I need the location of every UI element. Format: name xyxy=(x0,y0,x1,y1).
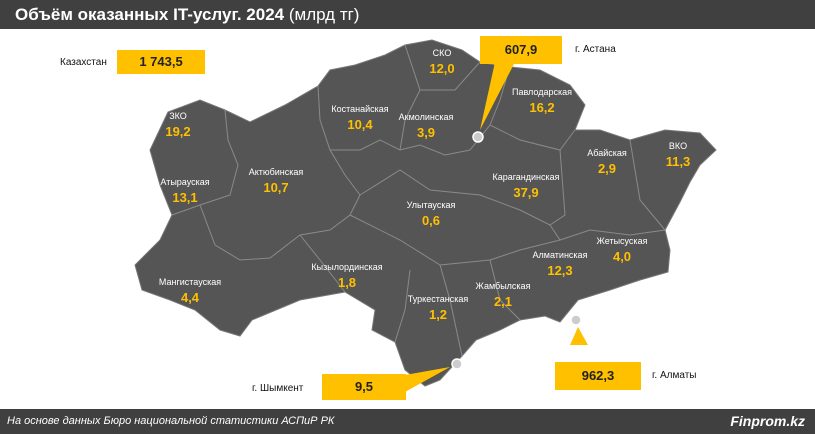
region-name: ЗКО xyxy=(169,111,187,121)
region-name: Павлодарская xyxy=(512,87,572,97)
region-value: 10,4 xyxy=(347,117,373,132)
region-name: Костанайская xyxy=(331,104,389,114)
astana-label: г. Астана xyxy=(575,44,616,55)
region-name: Карагандинская xyxy=(492,172,560,182)
almaty-value: 962,3 xyxy=(555,362,641,390)
region-value: 10,7 xyxy=(263,180,289,195)
region-kostanay: Костанайская 10,4 xyxy=(331,104,388,132)
region-value: 2,9 xyxy=(597,161,617,176)
region-borders xyxy=(171,44,666,357)
region-zko: ЗКО 19,2 xyxy=(165,111,190,139)
country-shape xyxy=(134,39,717,387)
region-zhambyl: Жамбылская 2,1 xyxy=(476,281,531,309)
region-name: Улытауская xyxy=(406,200,456,210)
region-value: 4,4 xyxy=(180,290,200,305)
shymkent-marker xyxy=(451,358,463,370)
region-name: Кызылординская xyxy=(311,262,383,272)
region-name: СКО xyxy=(432,48,452,58)
region-value: 13,1 xyxy=(172,190,198,205)
region-value: 19,2 xyxy=(165,124,191,139)
region-turkestan: Туркестанская 1,2 xyxy=(408,294,468,322)
title-unit: (млрд тг) xyxy=(288,5,360,24)
source-note: На основе данных Бюро национальной стати… xyxy=(7,415,335,427)
region-name: Жамбылская xyxy=(475,281,531,291)
region-name: Алматинская xyxy=(532,250,588,260)
region-name: Жетысуская xyxy=(596,236,648,246)
region-almaty: Алматинская 12,3 xyxy=(533,250,588,278)
region-value: 2,1 xyxy=(493,294,513,309)
region-vko: ВКО 11,3 xyxy=(666,141,691,169)
title: Объём оказанных IT-услуг. 2024 xyxy=(15,5,285,24)
region-ulytau: Улытауская 0,6 xyxy=(407,200,456,228)
region-abai: Абайская 2,9 xyxy=(587,148,627,176)
region-value: 1,8 xyxy=(337,275,357,290)
total-value: 1 743,5 xyxy=(117,50,205,74)
region-value: 37,9 xyxy=(513,185,539,200)
region-akmola: Акмолинская 3,9 xyxy=(399,112,454,140)
region-value: 1,2 xyxy=(428,307,448,322)
shymkent-value: 9,5 xyxy=(322,374,406,400)
region-zhetysu: Жетысуская 4,0 xyxy=(597,236,648,264)
header: Объём оказанных IT-услуг. 2024 (млрд тг) xyxy=(0,0,815,29)
region-value: 16,2 xyxy=(529,100,555,115)
region-mangistau: Мангистауская 4,4 xyxy=(159,277,221,305)
region-aktobe: Актюбинская 10,7 xyxy=(249,167,304,195)
region-karaganda: Карагандинская 37,9 xyxy=(492,172,559,200)
region-value: 4,0 xyxy=(612,249,632,264)
astana-marker xyxy=(472,131,484,143)
region-value: 12,0 xyxy=(429,61,455,76)
region-name: Туркестанская xyxy=(407,294,469,304)
region-value: 11,3 xyxy=(665,154,691,169)
astana-value: 607,9 xyxy=(480,36,562,64)
region-name: Абайская xyxy=(587,148,627,158)
region-value: 12,3 xyxy=(547,263,573,278)
region-name: Акмолинская xyxy=(398,112,454,122)
almaty-marker xyxy=(570,314,582,326)
region-sko: СКО 12,0 xyxy=(429,48,454,76)
region-kyzylorda: Кызылординская 1,8 xyxy=(311,262,382,290)
total-label: Казахстан xyxy=(60,57,107,68)
brand-logo[interactable]: Finprom.kz xyxy=(730,413,805,429)
region-name: ВКО xyxy=(668,141,688,151)
city-markers xyxy=(451,131,582,370)
almaty-label: г. Алматы xyxy=(652,370,697,381)
shymkent-label: г. Шымкент xyxy=(252,383,304,394)
region-name: Атырауская xyxy=(160,177,210,187)
region-name: Актюбинская xyxy=(248,167,304,177)
region-atyrau: Атырауская 13,1 xyxy=(160,177,209,205)
region-value: 3,9 xyxy=(416,125,436,140)
region-value: 0,6 xyxy=(421,213,441,228)
footer: На основе данных Бюро национальной стати… xyxy=(0,409,815,434)
region-name: Мангистауская xyxy=(158,277,222,287)
region-pavlodar: Павлодарская 16,2 xyxy=(512,87,572,115)
callout-pointers xyxy=(405,62,588,392)
